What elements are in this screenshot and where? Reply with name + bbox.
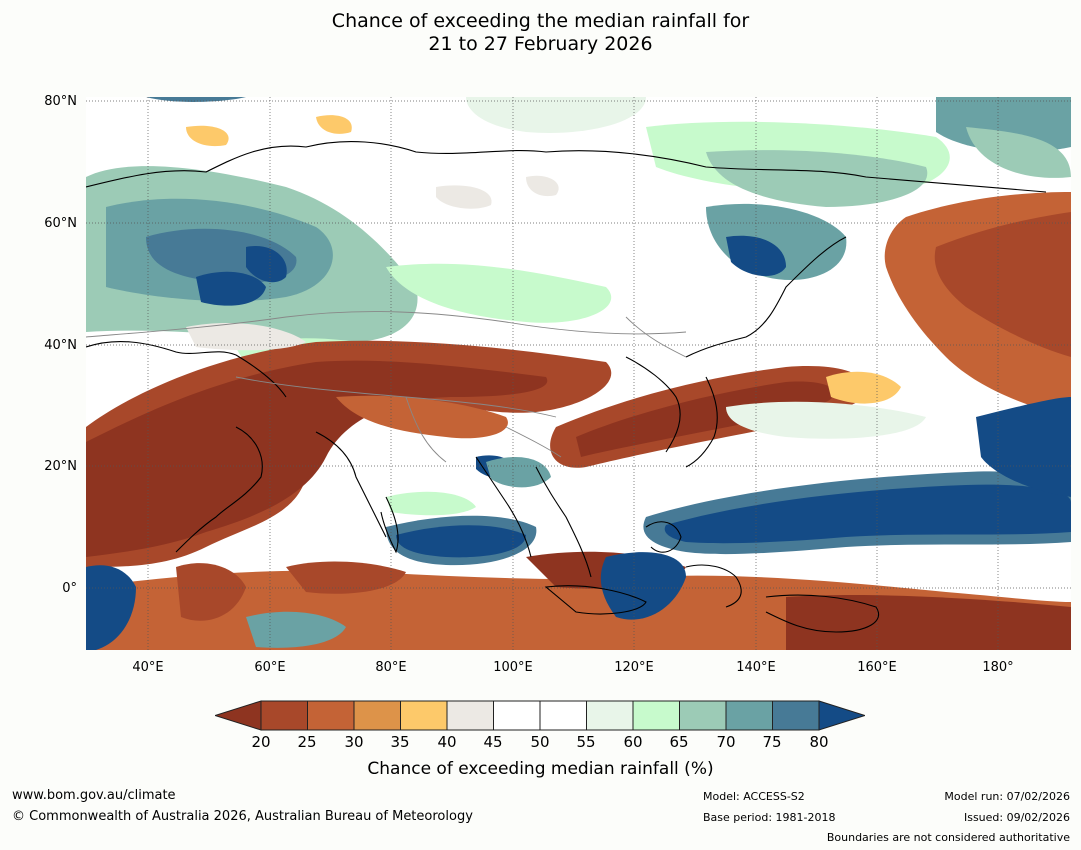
lon-label-100e: 100°E (493, 660, 533, 675)
lat-label-40n: 40°N (44, 338, 77, 353)
colorbar-swatch-25-30 (307, 700, 355, 731)
colorbar-tick-25: 25 (297, 733, 317, 751)
colorbar-tick-70: 70 (716, 733, 736, 751)
colorbar-tick-20: 20 (251, 733, 271, 751)
rainfall-map (86, 97, 1071, 650)
colorbar-tick-35: 35 (390, 733, 410, 751)
colorbar-tick-50: 50 (530, 733, 550, 751)
colorbar-tick-40: 40 (437, 733, 457, 751)
colorbar-swatch-35-40 (400, 700, 448, 731)
colorbar-swatch-50-55 (539, 700, 587, 731)
tropical-wet-band (86, 397, 1071, 650)
neutral-regions (186, 115, 926, 516)
rainfall-map-svg (86, 97, 1071, 650)
graticule (86, 97, 1071, 650)
colorbar-arrow-below-20 (213, 700, 262, 731)
lat-label-0: 0° (62, 581, 77, 596)
map-title: Chance of exceeding the median rainfall … (0, 10, 1081, 56)
model-run-date: Model run: 07/02/2026 (944, 790, 1070, 803)
copyright-text: © Commonwealth of Australia 2026, Austra… (12, 809, 473, 824)
colorbar (213, 700, 867, 731)
colorbar-tick-75: 75 (762, 733, 782, 751)
lat-label-80n: 80°N (44, 94, 77, 109)
colorbar-arrow-above-80 (818, 700, 867, 731)
lat-label-60n: 60°N (44, 216, 77, 231)
lon-label-60e: 60°E (254, 660, 286, 675)
colorbar-tick-65: 65 (669, 733, 689, 751)
colorbar-tick-55: 55 (576, 733, 596, 751)
colorbar-swatch-30-35 (353, 700, 401, 731)
lon-label-80e: 80°E (375, 660, 407, 675)
colorbar-swatch-40-45 (446, 700, 494, 731)
issued-date: Issued: 09/02/2026 (963, 811, 1070, 824)
colorbar-swatch-75-80 (772, 700, 820, 731)
colorbar-tick-80: 80 (809, 733, 829, 751)
dry-regions (86, 192, 1071, 650)
lon-label-180: 180° (982, 660, 1014, 675)
colorbar-swatch-65-70 (679, 700, 727, 731)
colorbar-tick-60: 60 (623, 733, 643, 751)
coastlines (86, 141, 1047, 633)
lat-label-20n: 20°N (44, 459, 77, 474)
model-name: Model: ACCESS-S2 (703, 790, 805, 803)
colorbar-svg (213, 700, 867, 731)
map-title-line2: 21 to 27 February 2026 (428, 33, 653, 55)
lon-label-40e: 40°E (132, 660, 164, 675)
colorbar-tick-45: 45 (483, 733, 503, 751)
boundaries-note: Boundaries are not considered authoritat… (826, 831, 1070, 844)
colorbar-swatch-70-75 (725, 700, 773, 731)
colorbar-label: Chance of exceeding median rainfall (%) (367, 759, 714, 779)
colorbar-swatch-45-50 (493, 700, 541, 731)
base-period: Base period: 1981-2018 (703, 811, 836, 824)
lon-label-120e: 120°E (614, 660, 654, 675)
lon-label-140e: 140°E (736, 660, 776, 675)
website-link[interactable]: www.bom.gov.au/climate (12, 788, 176, 803)
lon-label-160e: 160°E (857, 660, 897, 675)
colorbar-swatch-60-65 (632, 700, 680, 731)
colorbar-swatch-20-25 (260, 700, 308, 731)
colorbar-swatch-55-60 (586, 700, 634, 731)
country-borders (86, 311, 687, 463)
map-title-line1: Chance of exceeding the median rainfall … (331, 10, 750, 32)
colorbar-tick-30: 30 (344, 733, 364, 751)
